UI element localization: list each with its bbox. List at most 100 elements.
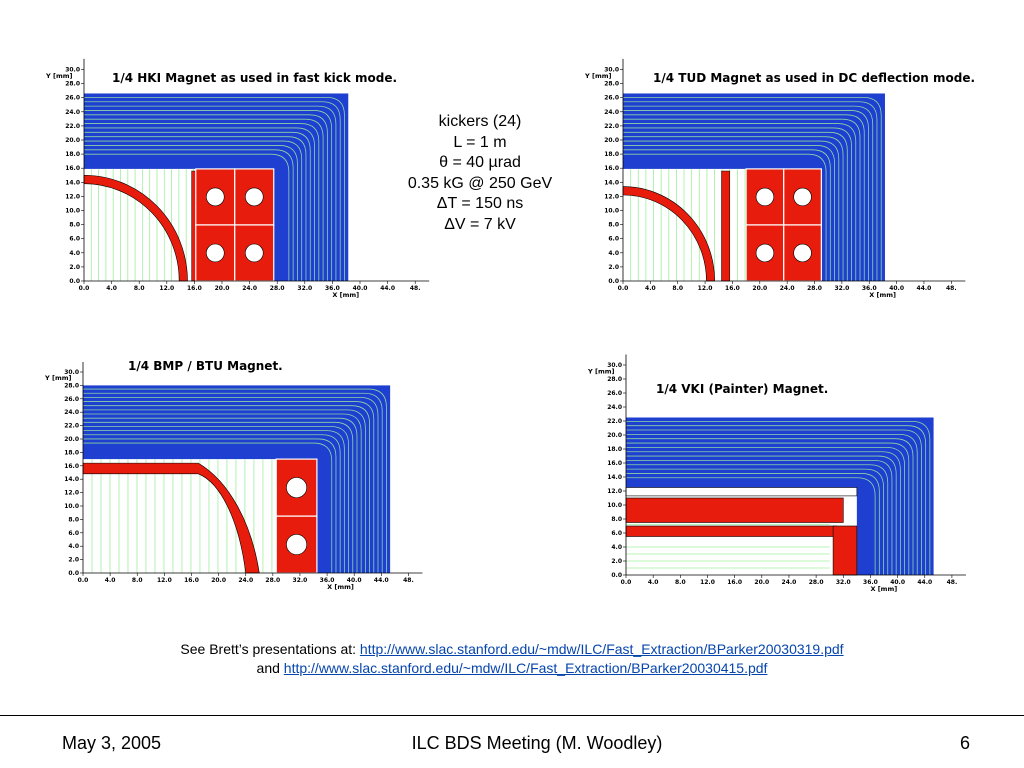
field-line (626, 420, 931, 575)
field-line (83, 413, 362, 573)
x-tick-label: 12.0 (159, 285, 174, 292)
field-line (626, 464, 889, 575)
y-tick-label: 2.0 (69, 264, 80, 271)
param-field: 0.35 kG @ 250 GeV (407, 174, 553, 192)
y-tick-label: 14.0 (65, 179, 80, 186)
field-line (84, 105, 337, 281)
plot-title: 1/4 BMP / BTU Magnet. (128, 359, 283, 373)
y-tick-label: 22.0 (607, 418, 622, 425)
y-tick-label: 26.0 (64, 396, 79, 403)
x-tick-label: 8.0 (132, 577, 143, 584)
x-axis-label: X [mm] (869, 291, 896, 299)
y-tick-label: 10.0 (64, 503, 79, 510)
x-tick-label: 32.0 (293, 577, 308, 584)
x-axis-label: X [mm] (870, 585, 897, 593)
y-tick-label: 18.0 (65, 151, 80, 158)
y-tick-label: 20.0 (607, 432, 622, 439)
field-line (626, 425, 927, 575)
y-tick-label: 16.0 (607, 460, 622, 467)
y-tick-label: 26.0 (604, 95, 619, 102)
field-line (83, 434, 341, 573)
y-tick-label: 24.0 (607, 404, 622, 411)
bmp-btu-magnet-plot: 30.0 28.0 26.0 24.0 22.0 20.0 18.0 16.0 14.0 12.0… (44, 359, 423, 591)
field-line (623, 96, 882, 281)
kicker-parameters: kickers (24) L = 1 m θ = 40 µrad 0.35 kG… (380, 112, 580, 235)
y-tick-label: 30.0 (604, 67, 619, 74)
y-tick-label: 0.0 (69, 278, 80, 285)
x-tick-label: 32.0 (836, 579, 851, 586)
y-tick-label: 24.0 (64, 409, 79, 416)
field-line (626, 477, 876, 575)
x-tick-label: 8.0 (134, 285, 145, 292)
conductor-hole (206, 187, 225, 207)
x-tick-label: 48. (410, 285, 421, 292)
reference-link-2[interactable]: http://www.slac.stanford.edu/~mdw/ILC/Fa… (283, 660, 768, 676)
y-tick-label: 30.0 (64, 369, 79, 376)
conductor-hole (286, 477, 308, 499)
x-tick-label: 40.0 (889, 285, 904, 292)
y-tick-label: 20.0 (64, 436, 79, 443)
x-tick-label: 36.0 (320, 577, 335, 584)
x-tick-label: 20.0 (754, 579, 769, 586)
conductor-hole (286, 534, 308, 555)
x-tick-label: 0.0 (621, 579, 632, 586)
x-tick-label: 36.0 (862, 285, 877, 292)
x-tick-label: 28.0 (807, 285, 822, 292)
x-tick-label: 32.0 (297, 285, 312, 292)
y-tick-label: 18.0 (64, 449, 79, 456)
plot-title: 1/4 HKI Magnet as used in fast kick mode… (112, 71, 397, 85)
param-length: L = 1 m (453, 133, 507, 151)
y-tick-label: 0.0 (611, 572, 622, 579)
y-axis-label: Y [mm] (584, 72, 611, 80)
y-tick-label: 22.0 (604, 123, 619, 130)
lower-gap (626, 540, 830, 575)
y-tick-label: 12.0 (607, 488, 622, 495)
x-axis-label: X [mm] (332, 291, 359, 299)
field-line (623, 101, 878, 281)
y-tick-label: 24.0 (65, 109, 80, 116)
field-line (626, 442, 910, 575)
y-tick-label: 10.0 (65, 208, 80, 215)
x-tick-label: 16.0 (725, 285, 740, 292)
field-line (84, 131, 311, 281)
conductor-hole (755, 187, 775, 207)
y-tick-label: 10.0 (607, 502, 622, 509)
field-line (623, 149, 831, 281)
vki-painter-magnet-panel: 30.0 28.0 26.0 24.0 22.0 20.0 18.0 16.0 14.0 12.0… (580, 345, 1000, 595)
y-axis-label: Y [mm] (45, 72, 72, 80)
x-tick-label: 44.0 (917, 285, 932, 292)
plot-title: 1/4 VKI (Painter) Magnet. (656, 382, 828, 396)
x-tick-label: 48. (403, 577, 414, 584)
x-tick-label: 16.0 (727, 579, 742, 586)
field-line (626, 460, 893, 575)
side-coil (832, 525, 858, 576)
field-line (83, 405, 370, 573)
reference-link-1[interactable]: http://www.slac.stanford.edu/~mdw/ILC/Fa… (359, 641, 844, 657)
field-line (623, 153, 827, 281)
x-tick-label: 28.0 (809, 579, 824, 586)
field-line (623, 127, 852, 281)
field-line (626, 429, 922, 575)
y-tick-label: 8.0 (608, 222, 619, 229)
field-line (83, 417, 358, 573)
y-tick-label: 28.0 (607, 376, 622, 383)
param-theta: θ = 40 µrad (439, 154, 521, 171)
footer-meeting: ILC BDS Meeting (M. Woodley) (411, 733, 663, 753)
top-conductor (625, 487, 858, 497)
y-axis-label: Y [mm] (44, 374, 71, 382)
y-tick-label: 24.0 (604, 109, 619, 116)
x-tick-label: 12.0 (700, 579, 715, 586)
x-tick-label: 20.0 (211, 577, 226, 584)
conductor-hole (755, 243, 775, 263)
x-tick-label: 24.0 (238, 577, 253, 584)
bmp-btu-magnet-panel: 30.0 28.0 26.0 24.0 22.0 20.0 18.0 16.0 14.0 12.0… (40, 345, 440, 595)
field-line (623, 110, 869, 281)
reference-prefix-2: and (256, 660, 284, 676)
field-line (84, 140, 303, 281)
y-tick-label: 8.0 (611, 516, 622, 523)
y-tick-label: 28.0 (604, 81, 619, 88)
x-tick-label: 8.0 (672, 285, 683, 292)
field-line (84, 118, 324, 281)
y-tick-label: 4.0 (68, 543, 79, 550)
x-tick-label: 40.0 (890, 579, 905, 586)
